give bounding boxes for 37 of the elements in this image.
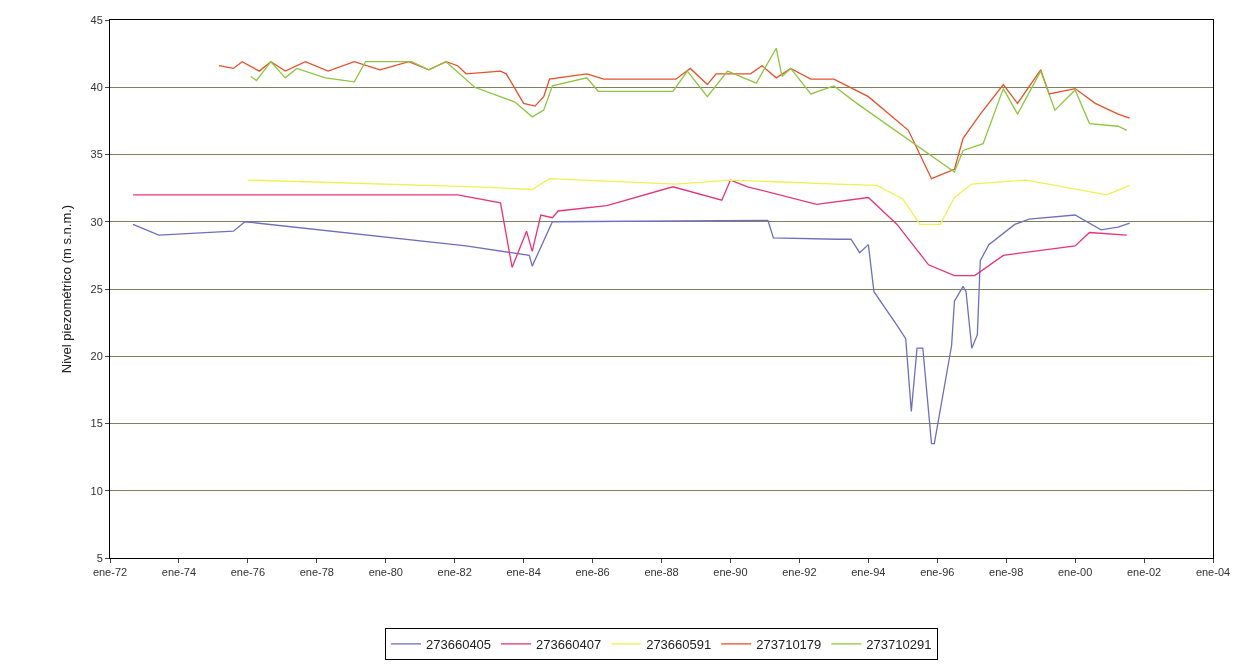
legend-label: 273710179 (756, 636, 822, 652)
x-tick-label: ene-86 (575, 566, 610, 579)
line-series (132, 214, 1131, 445)
x-tick-label: ene-74 (161, 566, 197, 579)
y-tick-label: 5 (96, 551, 103, 564)
y-tick-label: 40 (90, 81, 103, 94)
line-series (250, 47, 1128, 173)
y-tick-label: 15 (90, 417, 103, 430)
y-tick-label: 10 (90, 484, 103, 497)
x-tick-label: ene-88 (644, 566, 679, 579)
legend-label: 273660591 (646, 636, 712, 652)
x-tick-label: ene-82 (437, 566, 472, 579)
legend-label: 273660405 (426, 636, 492, 652)
line-series (247, 178, 1131, 226)
y-tick-label: 35 (90, 148, 103, 161)
x-tick-label: ene-72 (92, 566, 128, 579)
x-tick-label: ene-94 (851, 566, 886, 579)
line-series (218, 61, 1131, 180)
y-tick-label: 20 (90, 350, 103, 363)
x-tick-label: ene-84 (506, 566, 541, 579)
y-tick-label: 45 (90, 13, 103, 26)
x-tick-label: ene-92 (782, 566, 817, 579)
x-tick-label: ene-04 (1195, 566, 1231, 579)
x-tick-label: ene-98 (989, 566, 1024, 579)
line-series (132, 179, 1128, 277)
y-tick-label: 25 (90, 282, 103, 295)
x-tick-label: ene-78 (299, 566, 334, 579)
y-tick-label: 30 (90, 215, 103, 228)
x-tick-label: ene-00 (1057, 566, 1093, 579)
y-axis-title: Nivel piezométrico (m s.n.m.) (59, 204, 75, 374)
legend-label: 273710291 (866, 636, 932, 652)
legend-label: 273660407 (536, 636, 602, 652)
x-tick-label: ene-96 (920, 566, 955, 579)
x-tick-label: ene-02 (1126, 566, 1162, 579)
x-tick-label: ene-90 (713, 566, 748, 579)
x-tick-label: ene-76 (230, 566, 266, 579)
x-tick-label: ene-80 (368, 566, 403, 579)
